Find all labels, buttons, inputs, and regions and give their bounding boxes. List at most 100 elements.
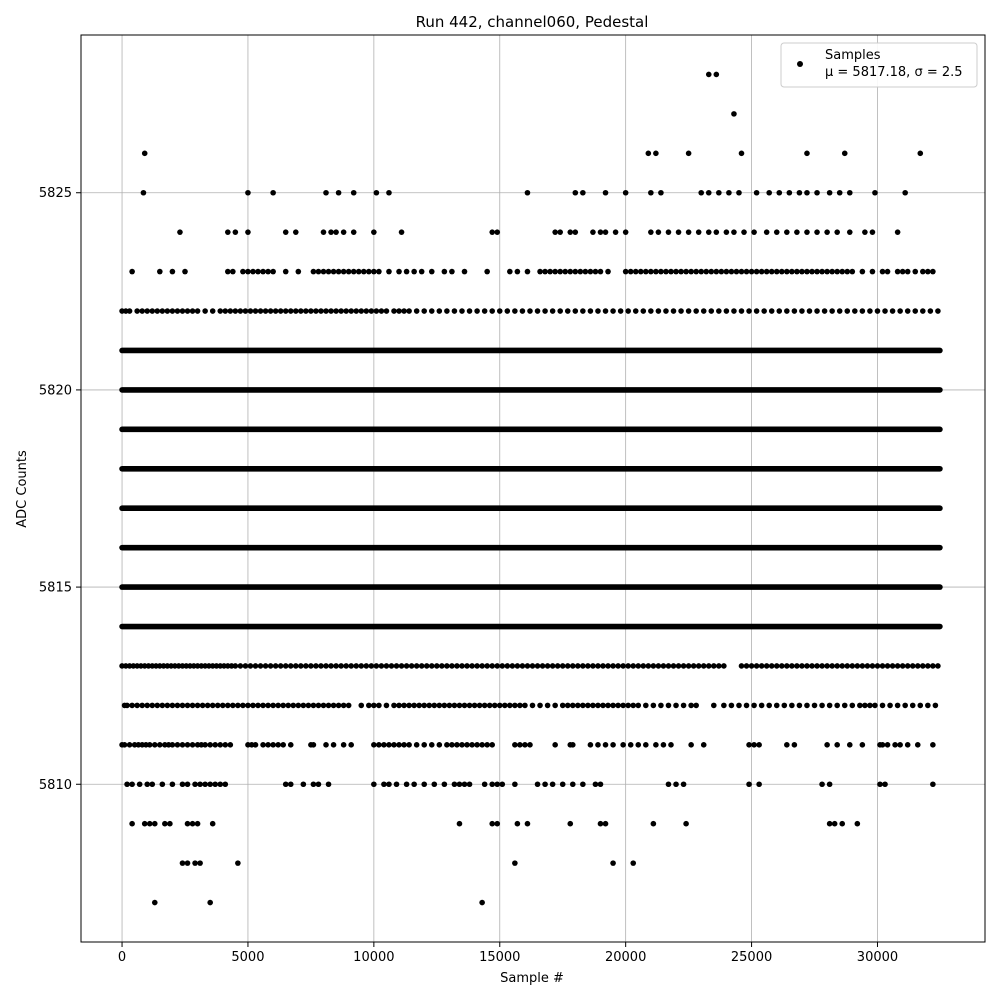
sample-point (179, 781, 186, 788)
sample-point (489, 820, 496, 827)
sample-point (569, 663, 576, 669)
sample-point (363, 308, 370, 314)
sample-point (411, 702, 417, 709)
sample-point (643, 742, 649, 748)
sample-point (451, 781, 458, 788)
sample-point (325, 702, 332, 709)
sample-point (522, 742, 528, 748)
sample-point (411, 268, 417, 275)
sample-point (189, 308, 196, 314)
sample-point (335, 268, 342, 275)
sample-point (257, 663, 264, 669)
sample-point (441, 268, 448, 275)
sample-point (139, 702, 145, 709)
sample-point (685, 150, 692, 157)
sample-point (917, 150, 924, 157)
sample-point (580, 663, 586, 669)
sample-point (746, 308, 752, 314)
sample-point (887, 702, 893, 709)
sample-point (348, 663, 354, 669)
sample-point (529, 702, 536, 709)
sample-point (564, 702, 571, 709)
sample-point (476, 702, 483, 709)
sample-point (174, 742, 181, 748)
sample-point (219, 702, 226, 709)
sample-point (711, 663, 717, 669)
x-tick-label: 25000 (731, 950, 772, 965)
sample-point (154, 702, 161, 709)
sample-point (738, 663, 745, 669)
y-tick-label: 5810 (39, 778, 72, 793)
sample-point (459, 742, 465, 748)
sample-point (237, 663, 244, 669)
sample-point (292, 229, 299, 235)
sample-point (277, 308, 284, 314)
sample-point (758, 663, 765, 669)
sample-point (685, 229, 692, 235)
sample-point (761, 308, 767, 314)
sample-point (829, 663, 835, 669)
sample-point (474, 663, 480, 669)
sample-point (262, 308, 269, 314)
sample-point (340, 229, 347, 235)
sample-point (804, 229, 810, 235)
sample-point (235, 860, 241, 866)
sample-point (124, 781, 130, 788)
sample-point (595, 308, 601, 314)
sample-point (597, 781, 604, 788)
sample-point (655, 308, 662, 314)
sample-point (247, 663, 254, 669)
sample-point (554, 663, 561, 669)
sample-point (363, 663, 370, 669)
sample-point (499, 781, 506, 788)
sample-point (444, 308, 450, 314)
sample-point (292, 663, 299, 669)
sample-point (728, 268, 735, 275)
sample-point (612, 229, 619, 235)
sample-point (260, 268, 266, 275)
sample-point (174, 702, 181, 709)
sample-point (935, 308, 941, 314)
sample-point (330, 702, 337, 709)
sample-point (814, 663, 820, 669)
sample-point (534, 308, 541, 314)
sample-point (592, 781, 599, 788)
sample-point (408, 663, 415, 669)
chart-title: Run 442, channel060, Pedestal (416, 13, 649, 31)
sample-point (464, 742, 470, 748)
sample-point (592, 268, 599, 275)
sample-point (721, 702, 727, 709)
sample-point (648, 268, 654, 275)
sample-point (653, 268, 659, 275)
sample-point (894, 229, 901, 235)
sample-point (323, 189, 329, 196)
sample-point (914, 742, 921, 748)
sample-point (738, 150, 745, 157)
sample-point (335, 702, 342, 709)
sample-point (335, 189, 342, 196)
sample-point (267, 663, 274, 669)
sample-point (217, 742, 224, 748)
sample-point (590, 663, 596, 669)
sample-point (197, 860, 203, 866)
sample-point (751, 702, 757, 709)
sample-point (136, 781, 143, 788)
sample-point (826, 189, 833, 196)
sample-point (582, 268, 589, 275)
sample-point (673, 702, 679, 709)
sample-point (854, 663, 861, 669)
sample-point (371, 702, 377, 709)
sample-point (784, 663, 790, 669)
sample-point (126, 742, 133, 748)
sample-point (179, 742, 186, 748)
sample-point (184, 781, 191, 788)
sample-point (622, 229, 629, 235)
sample-point (773, 268, 780, 275)
sample-point (645, 663, 652, 669)
sample-point (912, 308, 919, 314)
sample-point (151, 742, 158, 748)
sample-point (630, 702, 637, 709)
x-tick-label: 0 (118, 950, 126, 965)
sample-point (580, 702, 586, 709)
sample-point (660, 742, 667, 748)
